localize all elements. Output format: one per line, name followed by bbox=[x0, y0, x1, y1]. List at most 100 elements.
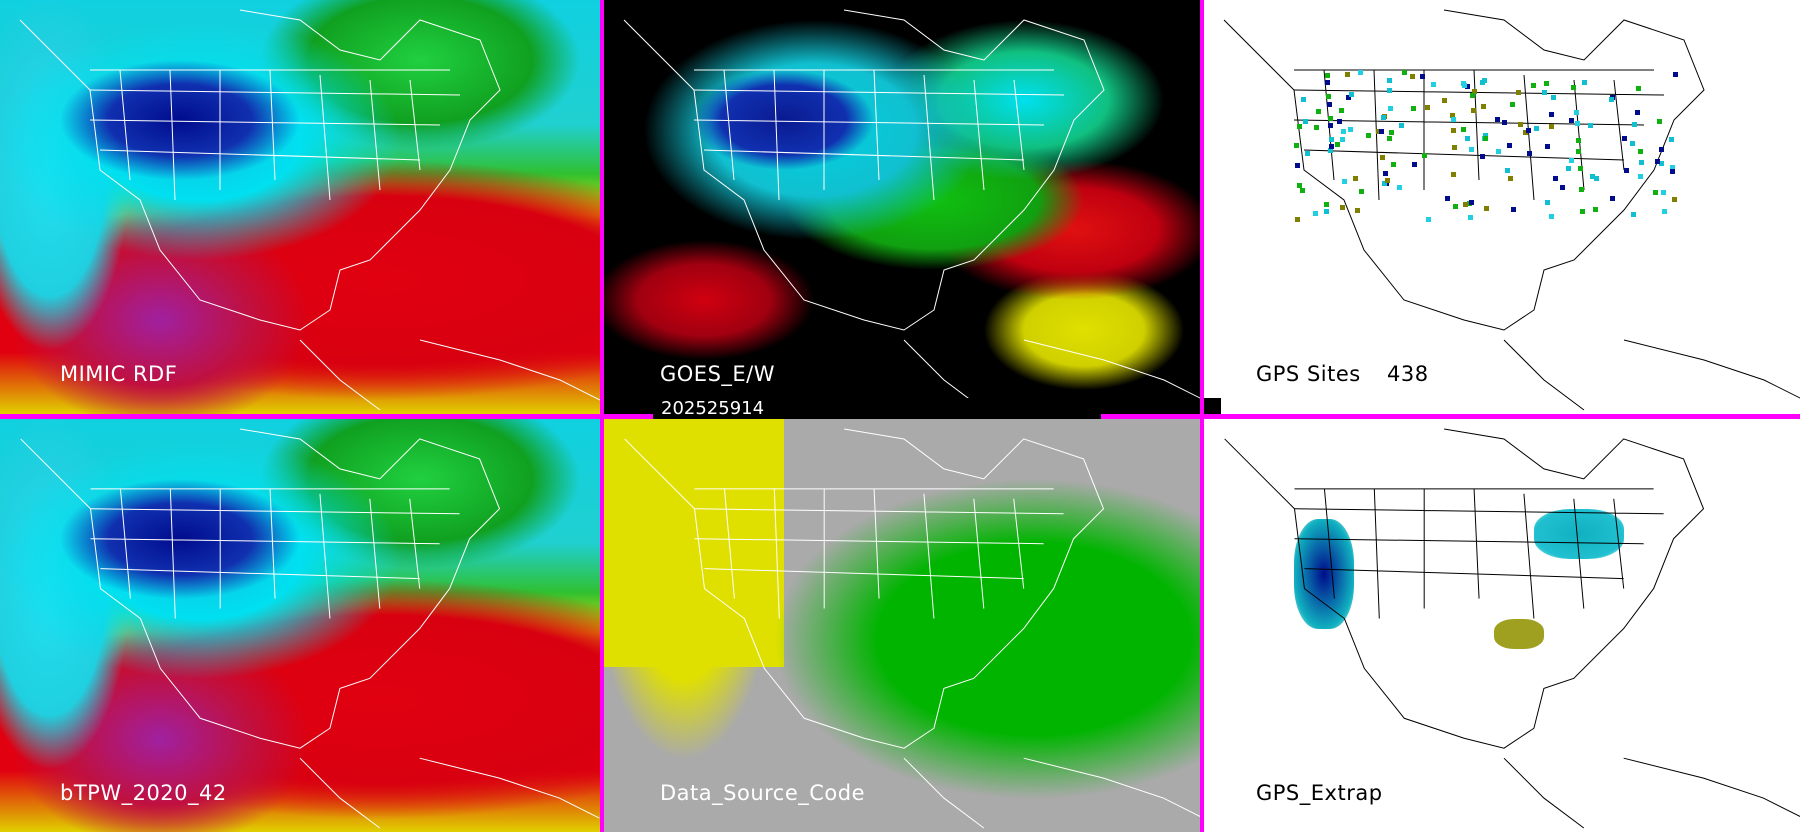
extrap-blob-west bbox=[1294, 519, 1354, 629]
gps-site-marker bbox=[1344, 71, 1350, 77]
gps-site-marker bbox=[1323, 201, 1329, 207]
gps-site-marker bbox=[1533, 125, 1539, 131]
gps-site-marker bbox=[1339, 136, 1345, 142]
gps-site-marker bbox=[1380, 154, 1386, 160]
panel-label: GOES_E/W bbox=[660, 362, 776, 386]
gps-site-marker bbox=[1527, 151, 1533, 157]
gps-site-marker bbox=[1622, 136, 1628, 142]
gps-site-marker bbox=[1587, 122, 1593, 128]
gps-site-marker bbox=[1328, 137, 1334, 143]
gps-site-marker bbox=[1430, 81, 1436, 87]
gps-site-marker bbox=[1336, 119, 1342, 125]
gps-site-marker bbox=[1479, 79, 1485, 85]
gps-site-marker bbox=[1624, 168, 1630, 174]
gps-site-marker bbox=[1653, 190, 1659, 196]
gps-site-marker bbox=[1462, 202, 1468, 208]
gps-site-marker bbox=[1501, 119, 1507, 125]
gps-site-marker bbox=[1504, 167, 1510, 173]
gps-site-marker bbox=[1553, 176, 1558, 182]
gps-site-marker bbox=[1357, 70, 1363, 76]
gps-site-marker bbox=[1673, 72, 1679, 78]
gps-site-marker bbox=[1470, 107, 1476, 113]
gps-site-marker bbox=[1506, 143, 1512, 149]
gps-site-marker bbox=[1383, 170, 1389, 176]
gps-site-marker bbox=[1631, 121, 1637, 127]
timestamp-bar: 202525914 bbox=[653, 398, 1101, 419]
gps-site-marker bbox=[1549, 112, 1555, 118]
gps-site-marker bbox=[1303, 118, 1309, 124]
gps-site-marker bbox=[1654, 159, 1660, 165]
gps-site-marker bbox=[1385, 178, 1391, 184]
gps-site-marker bbox=[1387, 88, 1393, 94]
gps-site-marker bbox=[1549, 123, 1555, 129]
gps-site-marker bbox=[1544, 200, 1550, 206]
gps-site-marker bbox=[1523, 130, 1529, 136]
gps-site-marker bbox=[1609, 96, 1615, 102]
gps-site-marker bbox=[1672, 197, 1678, 203]
gps-site-marker bbox=[1574, 110, 1580, 115]
gps-site-marker bbox=[1294, 143, 1300, 149]
gps-site-marker bbox=[1548, 214, 1554, 220]
panel-label: MIMIC RDF bbox=[60, 362, 178, 386]
gps-site-marker bbox=[1328, 147, 1334, 153]
gps-site-marker bbox=[1421, 153, 1427, 159]
gps-site-marker bbox=[1482, 132, 1488, 138]
gps-site-marker bbox=[1315, 108, 1321, 114]
mimic-rdf-panel: MIMIC RDF bbox=[0, 0, 600, 414]
gps-site-marker bbox=[1531, 82, 1537, 88]
gps-site-marker bbox=[1326, 94, 1332, 100]
gps-site-marker bbox=[1297, 183, 1303, 189]
gps-site-marker bbox=[1668, 136, 1674, 142]
gps-site-marker bbox=[1545, 143, 1551, 149]
gps-site-marker bbox=[1386, 136, 1392, 142]
map-outline bbox=[1223, 9, 1800, 411]
gps-site-marker bbox=[1329, 144, 1335, 150]
map-outline bbox=[623, 9, 1200, 411]
gps-site-marker bbox=[1444, 196, 1450, 202]
gps-site-marker bbox=[1542, 90, 1548, 96]
gps-site-marker bbox=[1342, 179, 1348, 185]
gps-site-marker bbox=[1496, 149, 1502, 155]
gps-site-marker bbox=[1388, 106, 1394, 112]
gps-site-marker bbox=[1411, 106, 1417, 112]
map-outline bbox=[19, 9, 600, 411]
gps-site-marker bbox=[1638, 159, 1644, 165]
gps-site-marker bbox=[1450, 116, 1456, 122]
gps-site-marker bbox=[1670, 168, 1676, 174]
gps-site-marker bbox=[1451, 127, 1457, 133]
gps-site-marker bbox=[1634, 109, 1640, 115]
goes-panel: GOES_E/W bbox=[604, 0, 1200, 414]
gps-site-marker bbox=[1425, 104, 1431, 110]
gps-site-marker bbox=[1670, 165, 1676, 171]
gps-site-marker bbox=[1378, 128, 1384, 134]
gps-site-marker bbox=[1525, 127, 1531, 133]
gps-site-marker bbox=[1609, 196, 1615, 202]
gps-site-count: 438 bbox=[1387, 362, 1429, 386]
gps-site-marker bbox=[1325, 80, 1331, 86]
gps-site-marker bbox=[1578, 166, 1583, 172]
panel-label: GPS Sites bbox=[1256, 362, 1361, 386]
gps-site-marker bbox=[1569, 158, 1575, 164]
gps-site-marker bbox=[1326, 101, 1332, 107]
gps-site-marker bbox=[1386, 77, 1392, 83]
data-source-code-panel: Data_Source_Code bbox=[604, 419, 1200, 832]
gps-site-marker bbox=[1576, 149, 1582, 155]
gps-site-marker bbox=[1450, 172, 1456, 178]
gps-site-marker bbox=[1382, 180, 1388, 186]
gps-site-marker bbox=[1345, 94, 1351, 100]
gps-site-marker bbox=[1461, 81, 1467, 87]
map-outline bbox=[20, 428, 600, 829]
gps-site-marker bbox=[1469, 93, 1475, 99]
gps-site-marker bbox=[1380, 115, 1386, 121]
gps-site-marker bbox=[1516, 89, 1522, 95]
gps-site-marker bbox=[1508, 175, 1514, 181]
gps-site-marker bbox=[1551, 95, 1557, 101]
panel-label: bTPW_2020_42 bbox=[60, 781, 227, 805]
gps-site-marker bbox=[1661, 209, 1667, 215]
gps-site-marker bbox=[1409, 74, 1415, 80]
gps-site-marker bbox=[1574, 120, 1580, 126]
extrap-blob-south bbox=[1494, 619, 1544, 649]
gps-sites-panel: GPS Sites 438 bbox=[1204, 0, 1800, 414]
gps-site-marker bbox=[1594, 176, 1600, 182]
gps-site-marker bbox=[1341, 128, 1347, 134]
